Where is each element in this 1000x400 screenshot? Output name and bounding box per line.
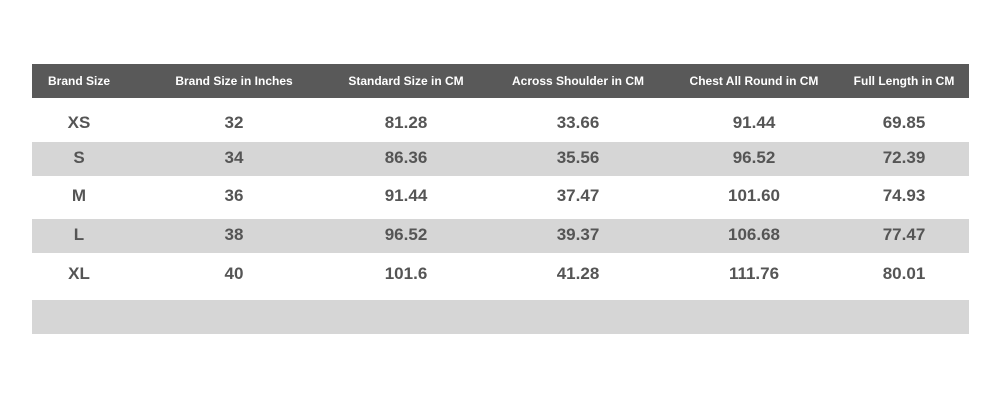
column-header: Chest All Round in CM: [689, 74, 819, 88]
table-cell: 41.28: [556, 264, 600, 283]
table-cell: 40: [224, 264, 244, 283]
table-cell: L: [73, 225, 85, 244]
table-cell: 37.47: [556, 186, 600, 205]
table-cell: 80.01: [882, 264, 926, 283]
table-cell: 101.60: [728, 186, 780, 205]
table-cell: 106.68: [728, 225, 780, 244]
table-cell: XL: [68, 264, 90, 283]
column-header: Brand Size: [47, 74, 111, 88]
table-cell: M: [71, 186, 87, 205]
table-cell: 72.39: [882, 148, 926, 167]
table-cell: 69.85: [882, 113, 926, 132]
table-cell: 96.52: [384, 225, 428, 244]
table-cell: 35.56: [556, 148, 600, 167]
empty-row: [32, 300, 969, 334]
table-cell: 91.44: [384, 186, 428, 205]
row-band: [32, 142, 969, 176]
table-cell: 81.28: [384, 113, 428, 132]
table-cell: 74.93: [882, 186, 926, 205]
table-cell: 77.47: [882, 225, 926, 244]
row-band: [32, 219, 969, 253]
column-header: Full Length in CM: [853, 74, 955, 88]
column-header: Across Shoulder in CM: [511, 74, 645, 88]
table-cell: 38: [224, 225, 244, 244]
table-cell: 33.66: [556, 113, 600, 132]
table-cell: 86.36: [384, 148, 428, 167]
table-cell: 111.76: [728, 264, 780, 283]
table-cell: 96.52: [732, 148, 776, 167]
table-header: [32, 64, 969, 98]
table-cell: 36: [224, 186, 244, 205]
column-header: Brand Size in Inches: [175, 74, 293, 88]
table-cell: 34: [224, 148, 244, 167]
table-cell: S: [73, 148, 85, 167]
column-header: Standard Size in CM: [348, 74, 464, 88]
table-cell: 91.44: [732, 113, 776, 132]
table-cell: 32: [224, 113, 244, 132]
table-cell: XS: [67, 113, 91, 132]
table-cell: 101.6: [384, 264, 428, 283]
table-cell: 39.37: [556, 225, 600, 244]
